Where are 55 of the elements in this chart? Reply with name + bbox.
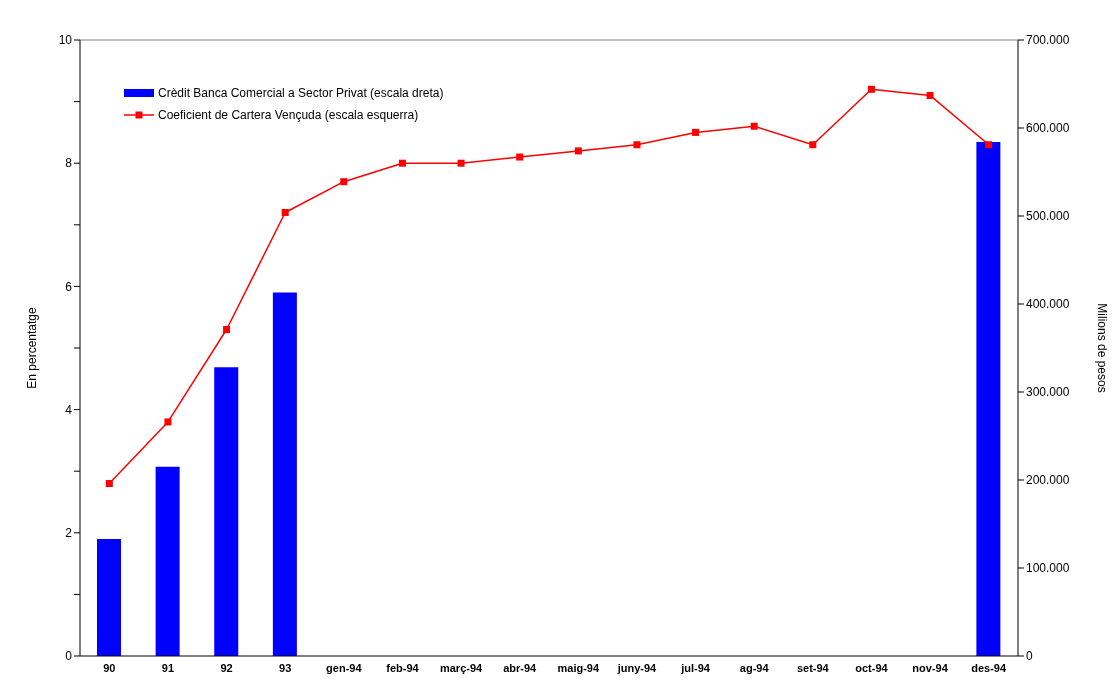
y-tick-label: 8 [65, 156, 73, 171]
bar [214, 367, 239, 656]
y2-tick-label: 100.000 [1026, 561, 1070, 576]
x-tick-label: feb-94 [386, 661, 420, 674]
y-tick-label: 6 [65, 279, 73, 294]
x-tick-label: ag-94 [739, 661, 770, 674]
point [750, 122, 758, 130]
y2-tick-label: 200.000 [1026, 473, 1070, 488]
x-tick-label: 93 [279, 661, 292, 674]
x-tick-label: des-94 [971, 661, 1007, 674]
x-tick-label: març-94 [439, 661, 484, 674]
point [457, 159, 465, 167]
x-tick-label: nov-94 [912, 661, 949, 674]
point [633, 141, 641, 149]
x-tick-label: abr-94 [503, 661, 538, 674]
y2-tick-label: 0 [1026, 649, 1033, 664]
point [340, 178, 348, 186]
legend-label: Crèdit Banca Comercial a Sector Privat (escala dreta) [158, 86, 444, 100]
bar [272, 292, 297, 656]
point [516, 153, 524, 161]
y2-tick-label: 400.000 [1026, 297, 1070, 312]
y-tick-label: 10 [58, 33, 73, 48]
bar [155, 466, 180, 656]
point [574, 147, 582, 155]
y2-axis-title: Milions de pesos [1094, 303, 1109, 393]
x-tick-label: 91 [161, 661, 175, 674]
x-tick-label: jul-94 [680, 661, 711, 674]
x-tick-label: 90 [103, 661, 116, 674]
y-axis-title: En percentatge [25, 306, 40, 389]
x-tick-label: oct-94 [855, 661, 889, 674]
y-tick-label: 0 [65, 649, 73, 664]
y2-tick-label: 300.000 [1026, 385, 1070, 400]
y-tick-label: 4 [65, 402, 73, 417]
point [867, 85, 875, 93]
x-tick-label: juny-94 [616, 661, 658, 674]
y-tick-label: 2 [65, 526, 73, 541]
x-tick-label: 92 [220, 661, 233, 674]
x-tick-label: set-94 [796, 661, 830, 674]
point [281, 208, 289, 216]
point [809, 141, 817, 149]
y2-tick-label: 600.000 [1026, 121, 1070, 136]
y2-tick-label: 500.000 [1026, 209, 1070, 224]
legend-label: Coeficient de Cartera Vençuda (escala esquerra) [158, 108, 419, 122]
point [398, 159, 406, 167]
bar [976, 142, 1001, 656]
y2-tick-label: 700.000 [1026, 33, 1070, 48]
x-tick-label: gen-94 [326, 661, 363, 674]
x-tick-label: maig-94 [557, 661, 600, 674]
point [164, 418, 172, 426]
bar [97, 538, 121, 656]
point [223, 326, 231, 334]
point [985, 141, 993, 149]
point [692, 128, 700, 136]
point [926, 91, 934, 99]
point [105, 480, 113, 488]
